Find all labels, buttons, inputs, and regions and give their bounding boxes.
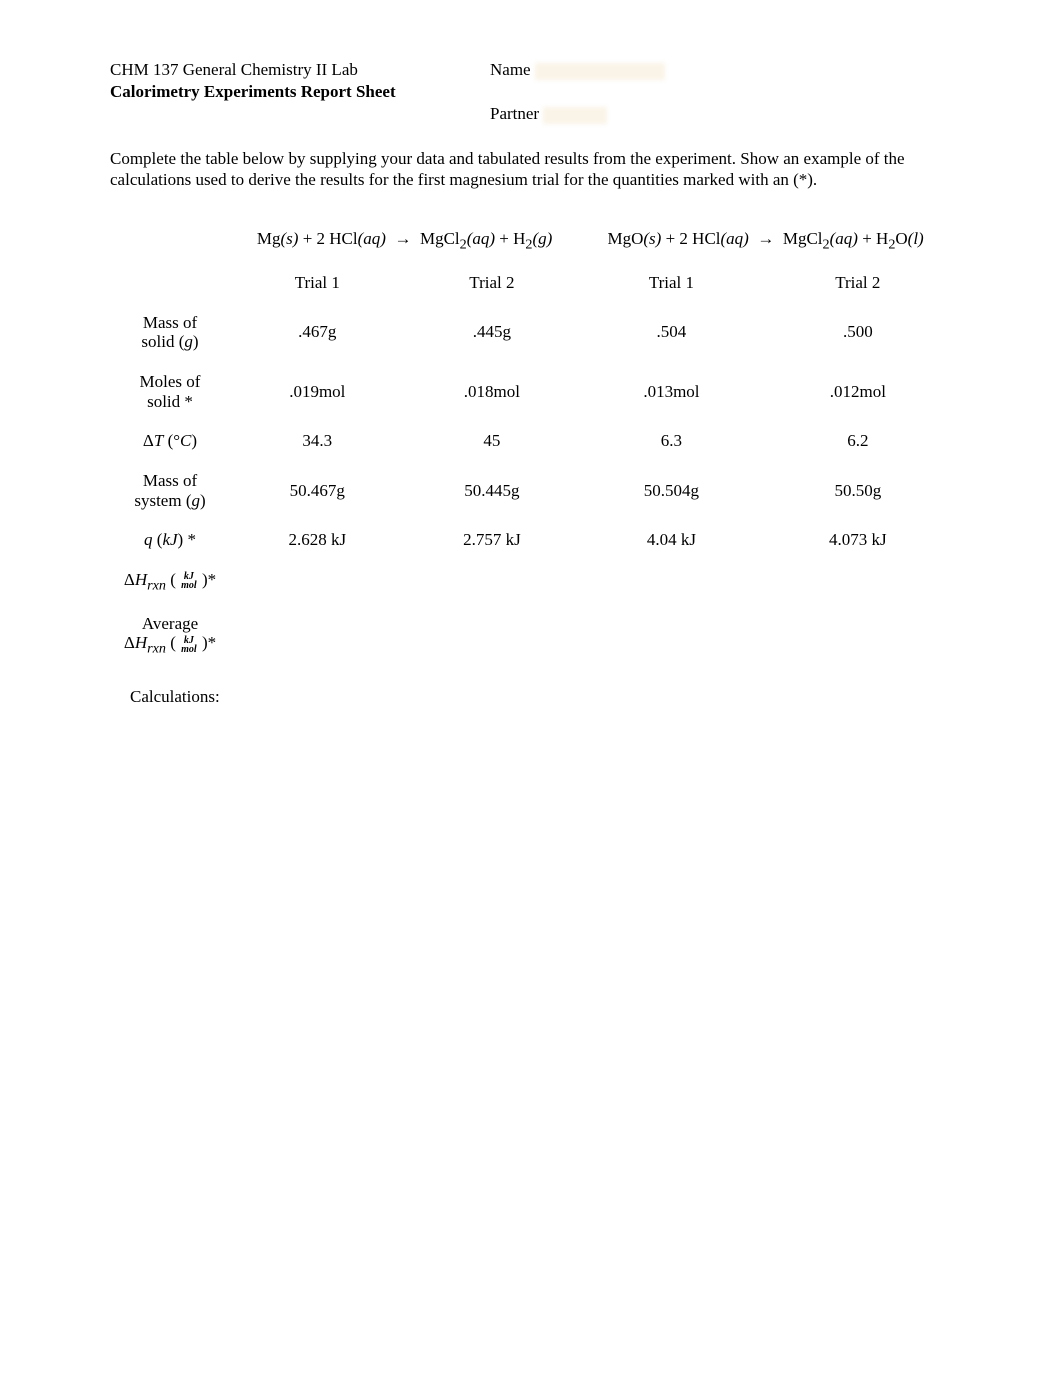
cell: 4.073 kJ xyxy=(764,520,952,560)
name-label: Name xyxy=(490,60,531,79)
cell: 2.757 kJ xyxy=(405,520,580,560)
cell: 34.3 xyxy=(230,421,405,461)
cell: 45 xyxy=(405,421,580,461)
col-header-trial1-a: Trial 1 xyxy=(230,263,405,303)
partner-label: Partner xyxy=(490,104,539,123)
col-header-trial2-b: Trial 2 xyxy=(764,263,952,303)
table-row: ΔHrxn ( kJmol )* xyxy=(110,560,952,604)
cell: .012mol xyxy=(764,362,952,421)
col-header-trial1-b: Trial 1 xyxy=(579,263,763,303)
cell: 50.504g xyxy=(579,461,763,520)
cell: 50.50g xyxy=(764,461,952,520)
cell xyxy=(579,560,763,604)
equation-1: Mg(s) + 2 HCl(aq) → MgCl2(aq) + H2(g) xyxy=(230,219,579,263)
cell: 4.04 kJ xyxy=(579,520,763,560)
table-row: q (kJ) * 2.628 kJ 2.757 kJ 4.04 kJ 4.073… xyxy=(110,520,952,560)
row-label-dh: ΔHrxn ( kJmol )* xyxy=(110,560,230,604)
cell xyxy=(764,560,952,604)
data-table: Mg(s) + 2 HCl(aq) → MgCl2(aq) + H2(g) Mg… xyxy=(110,219,952,668)
cell: 50.467g xyxy=(230,461,405,520)
table-row: AverageΔHrxn ( kJmol )* xyxy=(110,604,952,667)
report-title: Calorimetry Experiments Report Sheet xyxy=(110,82,490,102)
row-label-q: q (kJ) * xyxy=(110,520,230,560)
equation-2: MgO(s) + 2 HCl(aq) → MgCl2(aq) + H2O(l) xyxy=(579,219,952,263)
cell xyxy=(579,604,952,667)
calculations-heading: Calculations: xyxy=(130,687,952,707)
cell: 50.445g xyxy=(405,461,580,520)
cell: .013mol xyxy=(579,362,763,421)
name-label-row: Name xyxy=(490,60,665,80)
table-row: Mass ofsolid (g) .467g .445g .504 .500 xyxy=(110,303,952,362)
cell: .019mol xyxy=(230,362,405,421)
row-label-avg-dh: AverageΔHrxn ( kJmol )* xyxy=(110,604,230,667)
cell: .445g xyxy=(405,303,580,362)
cell: 2.628 kJ xyxy=(230,520,405,560)
row-label-moles-solid: Moles ofsolid * xyxy=(110,362,230,421)
table-row: Moles ofsolid * .019mol .018mol .013mol … xyxy=(110,362,952,421)
table-row: Mass ofsystem (g) 50.467g 50.445g 50.504… xyxy=(110,461,952,520)
name-value-redacted xyxy=(535,63,665,80)
row-label-mass-system: Mass ofsystem (g) xyxy=(110,461,230,520)
instructions-text: Complete the table below by supplying yo… xyxy=(110,148,952,191)
cell xyxy=(405,560,580,604)
cell: 6.3 xyxy=(579,421,763,461)
cell: .467g xyxy=(230,303,405,362)
table-row: ΔT (°C) 34.3 45 6.3 6.2 xyxy=(110,421,952,461)
cell: 6.2 xyxy=(764,421,952,461)
cell: .500 xyxy=(764,303,952,362)
partner-value-redacted xyxy=(543,107,607,124)
course-line: CHM 137 General Chemistry II Lab xyxy=(110,60,490,80)
row-label-mass-solid: Mass ofsolid (g) xyxy=(110,303,230,362)
cell xyxy=(230,604,579,667)
partner-label-row: Partner xyxy=(490,104,607,124)
cell: .018mol xyxy=(405,362,580,421)
row-label-delta-t: ΔT (°C) xyxy=(110,421,230,461)
col-header-trial2-a: Trial 2 xyxy=(405,263,580,303)
cell: .504 xyxy=(579,303,763,362)
cell xyxy=(230,560,405,604)
